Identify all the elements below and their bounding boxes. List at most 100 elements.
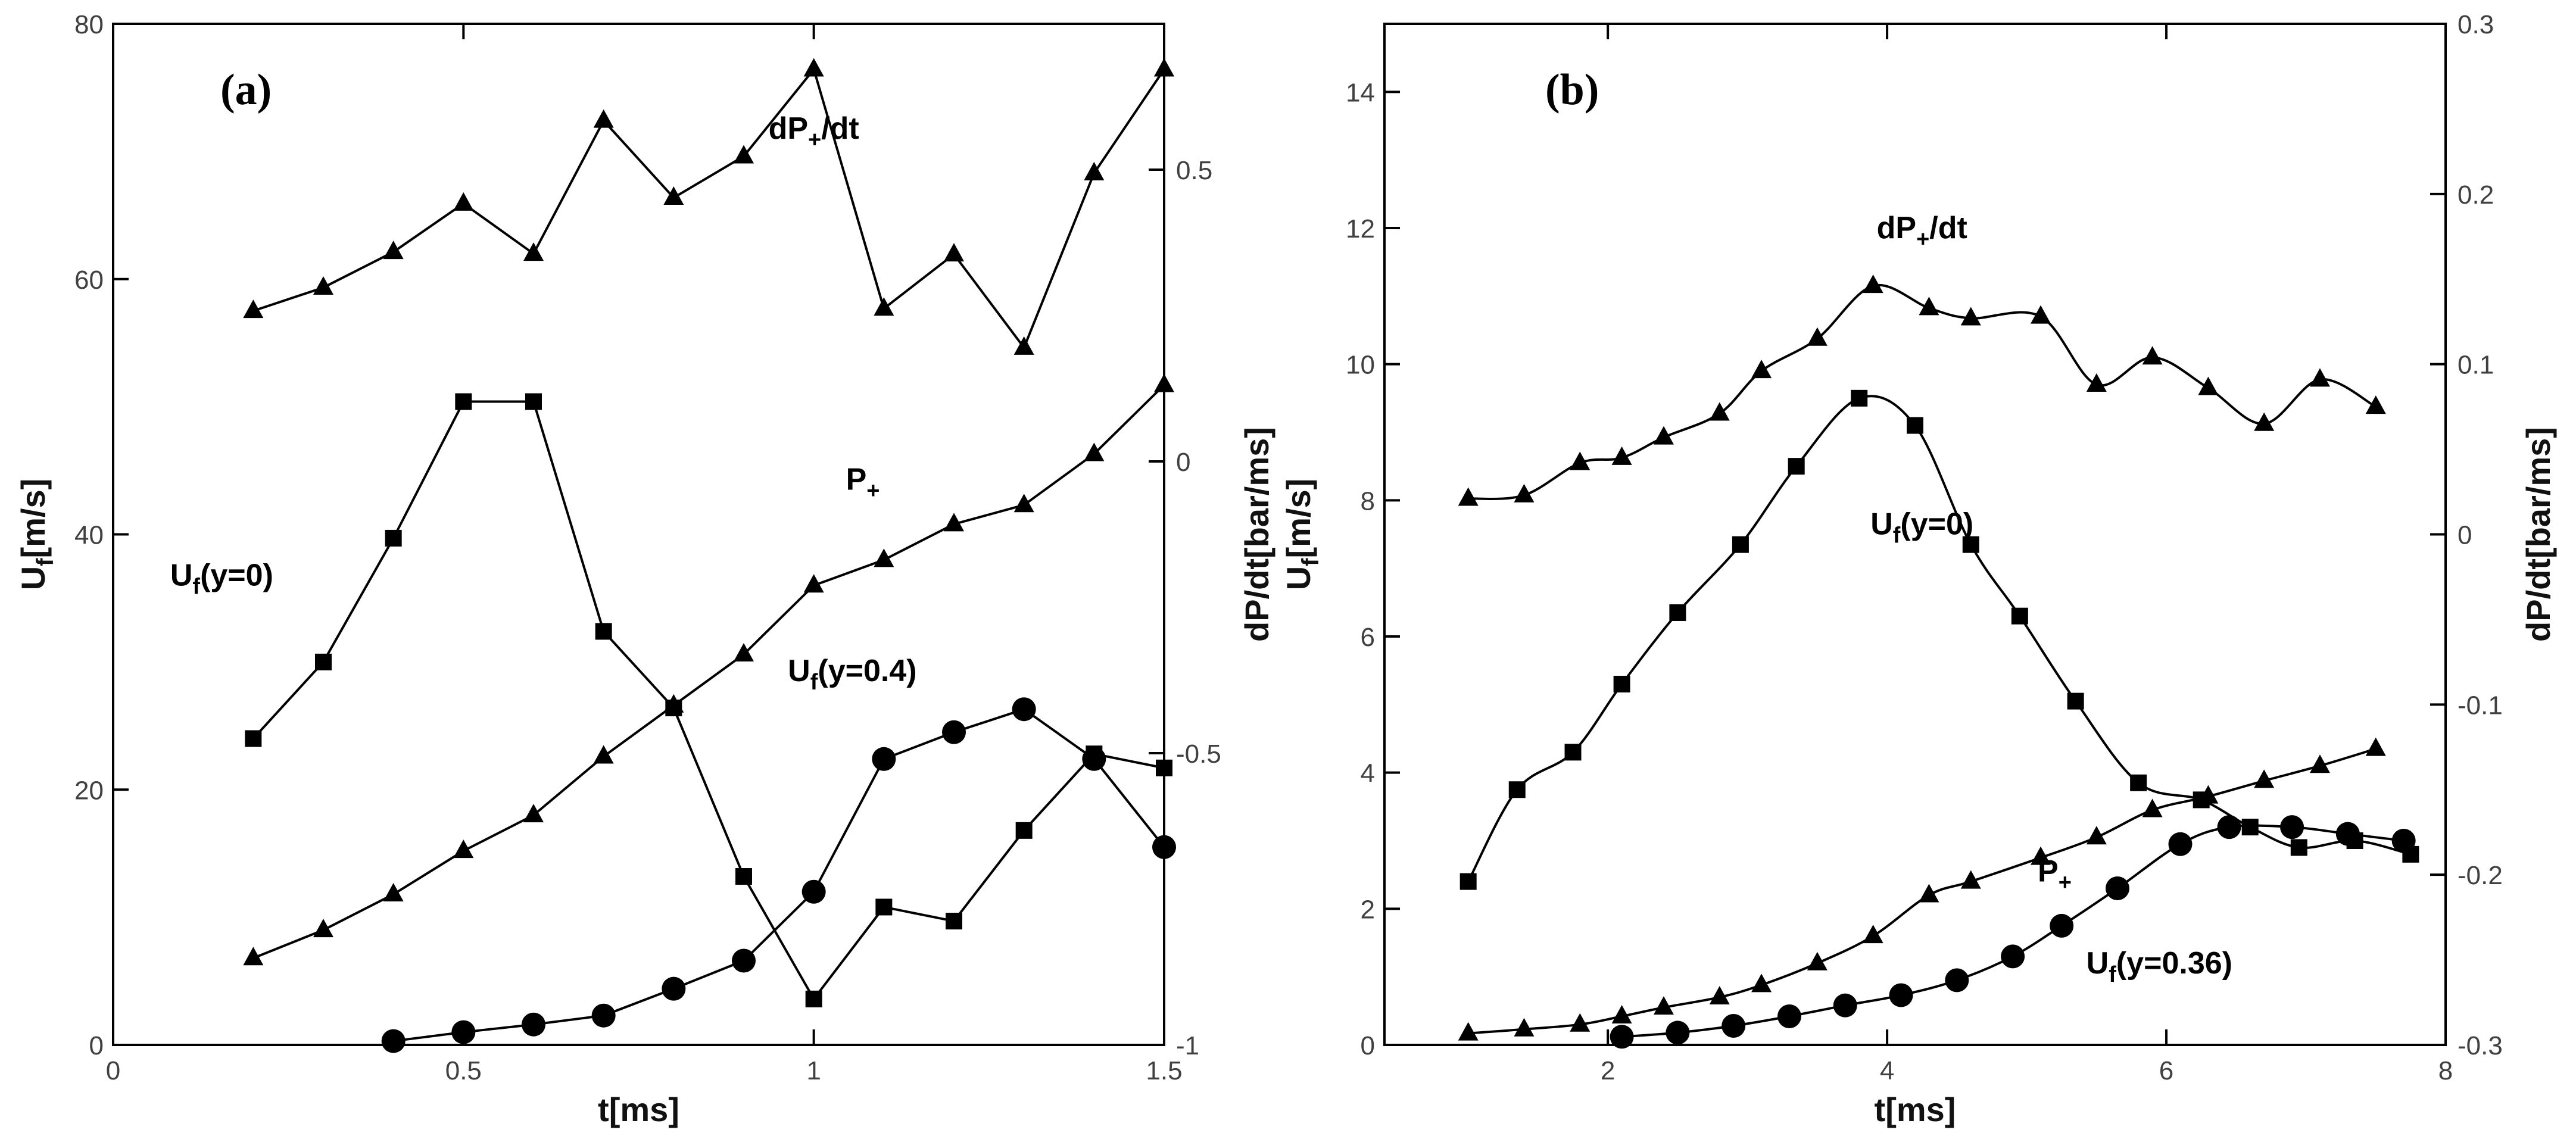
- y2-axis-title: dP/dt[bar/ms]: [1238, 427, 1275, 642]
- data-point-square: [1564, 744, 1582, 761]
- data-point-circle: [451, 1020, 476, 1044]
- data-point-triangle: [663, 186, 684, 205]
- data-point-triangle: [2309, 754, 2330, 773]
- data-point-triangle: [2254, 769, 2275, 788]
- series-triangle: P+: [1458, 737, 2386, 1041]
- data-point-triangle: [2198, 376, 2219, 395]
- data-point-triangle: [523, 804, 544, 823]
- y2-tick-label: -0.5: [1176, 739, 1221, 769]
- data-point-triangle: [1960, 870, 1981, 889]
- data-point-triangle: [1013, 494, 1034, 513]
- data-point-square: [1732, 536, 1749, 553]
- data-point-triangle: [1807, 327, 1827, 346]
- series-label: Uf(y=0.36): [2087, 946, 2232, 987]
- data-point-circle: [1666, 1020, 1690, 1045]
- y2-tick-label: 0.3: [2458, 10, 2494, 39]
- data-point-square: [1508, 781, 1526, 798]
- data-point-circle: [522, 1012, 545, 1037]
- y-tick-label: 0: [1361, 1031, 1375, 1060]
- x-tick-label: 0.5: [445, 1056, 482, 1085]
- data-point-circle: [381, 1029, 406, 1053]
- y-tick-label: 4: [1361, 759, 1375, 788]
- data-point-triangle: [1154, 373, 1174, 392]
- data-point-triangle: [803, 574, 824, 593]
- data-point-triangle: [453, 192, 474, 211]
- data-point-triangle: [1514, 1018, 1535, 1037]
- data-point-triangle: [874, 548, 894, 567]
- x-tick-label: 8: [2438, 1056, 2453, 1085]
- data-point-triangle: [1514, 483, 1535, 503]
- data-point-triangle: [944, 243, 964, 262]
- data-point-circle: [2168, 832, 2193, 856]
- data-point-triangle: [1013, 336, 1034, 355]
- y2-tick-label: 0.2: [2458, 180, 2494, 210]
- data-point-triangle: [453, 839, 474, 859]
- data-point-square: [735, 868, 752, 885]
- data-point-circle: [2217, 815, 2241, 839]
- y-tick-label: 6: [1361, 623, 1375, 652]
- data-point-square: [385, 529, 402, 547]
- data-point-triangle: [2365, 395, 2386, 414]
- data-point-square: [805, 990, 822, 1007]
- series-square: Uf(y=0): [170, 393, 1172, 1007]
- y2-tick-label: 0: [1176, 448, 1190, 477]
- data-point-triangle: [1084, 161, 1105, 180]
- y-tick-label: 2: [1361, 895, 1375, 924]
- series-square: Uf(y=0): [1459, 389, 2419, 890]
- data-point-square: [2193, 791, 2210, 809]
- y-tick-label: 80: [74, 10, 104, 39]
- y2-tick-label: 0.1: [2458, 351, 2494, 380]
- data-point-circle: [1777, 1004, 1801, 1028]
- y-axis-title: Uf[m/s]: [1280, 479, 1324, 591]
- x-tick-label: 2: [1601, 1056, 1615, 1085]
- y-tick-label: 0: [89, 1031, 104, 1060]
- data-point-square: [1788, 458, 1805, 475]
- data-point-triangle: [1653, 996, 1674, 1015]
- series-label: dP+/dt: [769, 111, 859, 152]
- data-point-triangle: [1751, 973, 1772, 993]
- data-point-triangle: [2086, 826, 2107, 845]
- data-point-circle: [2391, 829, 2416, 853]
- data-point-triangle: [593, 109, 614, 128]
- data-point-triangle: [2365, 737, 2386, 756]
- data-point-triangle: [1458, 487, 1479, 506]
- series-label: Uf(y=0): [1870, 507, 1973, 548]
- data-point-circle: [2105, 876, 2129, 901]
- data-point-triangle: [1919, 297, 1939, 316]
- data-point-triangle: [383, 241, 404, 260]
- data-point-circle: [1945, 968, 1969, 993]
- data-point-triangle: [313, 276, 333, 295]
- data-point-triangle: [383, 883, 404, 902]
- data-point-circle: [662, 976, 686, 1001]
- data-point-triangle: [593, 745, 614, 764]
- data-point-triangle: [1570, 1013, 1590, 1032]
- data-point-square: [1015, 822, 1033, 839]
- y2-axis-title: dP/dt[bar/ms]: [2519, 427, 2557, 642]
- y-tick-label: 10: [1346, 351, 1375, 380]
- data-point-circle: [591, 1003, 616, 1028]
- data-point-triangle: [1709, 985, 1730, 1004]
- data-point-triangle: [313, 919, 333, 938]
- data-point-triangle: [1751, 360, 1772, 379]
- data-point-triangle: [1653, 426, 1674, 445]
- panel-b: 2 4 6 8 0 2 4 6 8 10 12 14 -0.3 -0.2 -0.1 0 0.1 0.2 0.3 t[m…: [1280, 10, 2557, 1128]
- series-label: P+: [2038, 854, 2072, 895]
- data-point-triangle: [734, 643, 754, 662]
- data-point-square: [1669, 604, 1686, 621]
- y-tick-label: 20: [74, 776, 104, 805]
- data-point-circle: [2280, 815, 2304, 839]
- y2-tick-label: -0.3: [2458, 1031, 2503, 1060]
- x-tick-label: 1: [806, 1056, 821, 1085]
- data-point-triangle: [803, 58, 824, 77]
- data-point-square: [315, 653, 332, 670]
- data-point-circle: [802, 879, 826, 904]
- x-tick-label: 0: [106, 1056, 120, 1085]
- data-point-triangle: [1960, 307, 1981, 326]
- data-point-circle: [1722, 1013, 1746, 1038]
- series-label: Uf(y=0): [170, 558, 273, 599]
- data-point-circle: [942, 720, 966, 744]
- data-point-triangle: [2031, 846, 2051, 865]
- data-point-square: [946, 913, 962, 930]
- data-point-circle: [1152, 835, 1176, 859]
- data-point-square: [455, 393, 472, 410]
